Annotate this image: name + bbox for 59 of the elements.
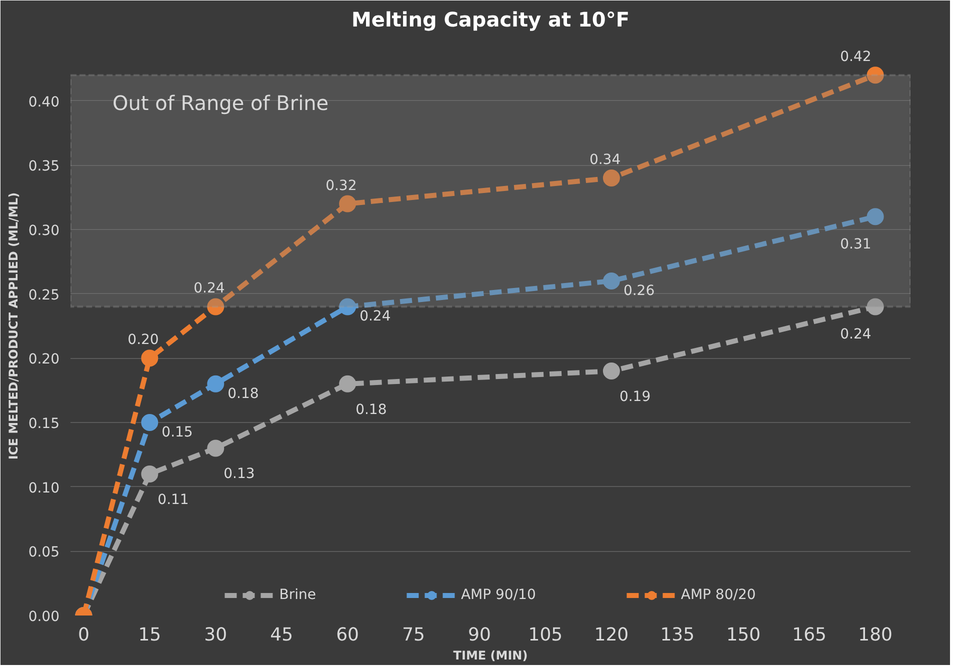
data-label: 0.13 xyxy=(224,466,255,482)
data-label: 0.18 xyxy=(228,386,259,402)
x-tick-label: 60 xyxy=(336,624,360,646)
data-label: 0.24 xyxy=(360,308,391,325)
data-label: 0.24 xyxy=(194,280,225,297)
y-tick-label: 0.05 xyxy=(28,544,60,561)
point xyxy=(866,208,884,226)
data-label: 0.19 xyxy=(619,389,651,406)
x-tick-label: 150 xyxy=(726,624,761,646)
point xyxy=(207,440,224,457)
point xyxy=(339,298,356,316)
point xyxy=(339,195,356,212)
point xyxy=(207,375,224,392)
data-label: 0.24 xyxy=(840,326,872,343)
point xyxy=(866,298,884,316)
y-tick-label: 0.00 xyxy=(28,609,60,625)
x-tick-label: 105 xyxy=(528,624,563,646)
x-tick-label: 120 xyxy=(594,624,629,646)
data-label: 0.31 xyxy=(840,236,872,253)
y-tick-label: 0.35 xyxy=(28,158,60,175)
y-tick-label: 0.25 xyxy=(28,287,60,304)
point xyxy=(141,350,158,367)
data-label: 0.34 xyxy=(589,152,621,168)
data-label: 0.18 xyxy=(356,402,387,418)
data-label: 0.26 xyxy=(623,282,655,299)
data-label: 0.42 xyxy=(840,49,872,66)
point xyxy=(141,465,158,482)
chart-title: Melting Capacity at 10°F xyxy=(351,8,630,32)
data-label: 0.20 xyxy=(128,332,159,348)
x-tick-label: 75 xyxy=(402,624,425,646)
point xyxy=(866,66,884,84)
point xyxy=(339,375,356,392)
data-label: 0.11 xyxy=(158,492,189,508)
x-tick-label: 0 xyxy=(78,624,90,646)
y-tick-label: 0.30 xyxy=(28,223,60,239)
x-tick-label: 180 xyxy=(858,624,892,646)
x-tick-label: 45 xyxy=(270,624,294,646)
point xyxy=(207,298,224,316)
point xyxy=(141,414,158,431)
x-tick-label: 90 xyxy=(468,624,491,646)
legend-label: AMP 80/20 xyxy=(680,587,756,603)
legend-label: AMP 90/10 xyxy=(460,587,536,603)
x-tick-label: 135 xyxy=(660,624,695,646)
x-tick-label: 15 xyxy=(138,624,162,646)
x-tick-label: 165 xyxy=(792,624,827,646)
band-label: Out of Range of Brine xyxy=(112,91,329,116)
data-label: 0.15 xyxy=(162,424,193,440)
y-tick-label: 0.40 xyxy=(28,94,60,110)
x-tick-label: 30 xyxy=(204,624,228,646)
y-tick-label: 0.15 xyxy=(28,416,60,432)
legend-label: Brine xyxy=(279,587,316,603)
point xyxy=(602,170,620,187)
y-axis-title: ICE MELTED/PRODUCT APPLIED (ML/ML) xyxy=(6,192,20,460)
data-label: 0.32 xyxy=(326,178,357,194)
y-tick-label: 0.10 xyxy=(28,480,60,496)
y-tick-label: 0.20 xyxy=(28,352,60,368)
point xyxy=(602,272,620,290)
x-axis-title: TIME (MIN) xyxy=(453,648,528,662)
point xyxy=(602,362,620,380)
